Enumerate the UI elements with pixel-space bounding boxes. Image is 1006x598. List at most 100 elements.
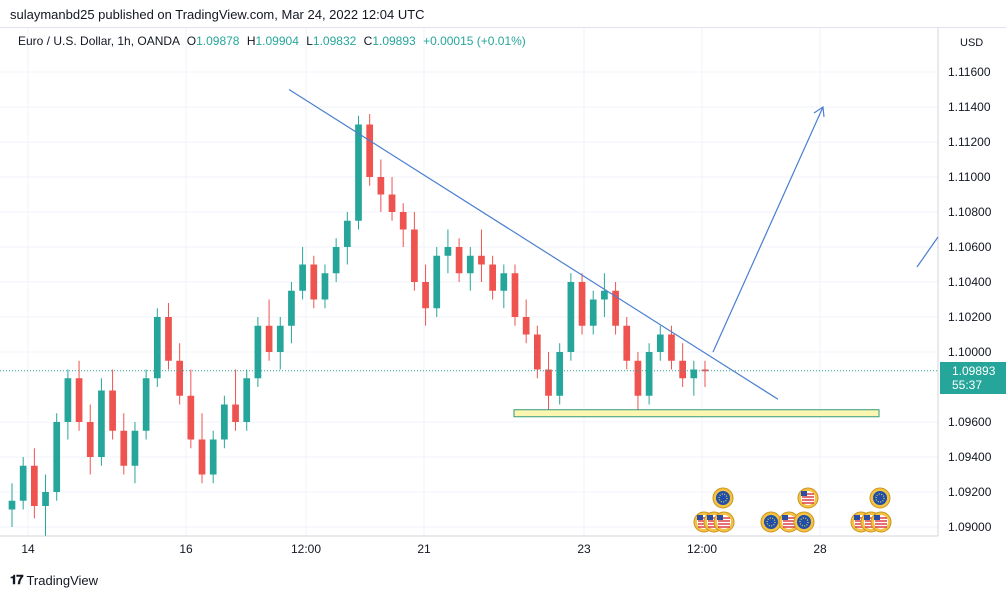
- eu-event-icon[interactable]: [793, 511, 815, 533]
- tradingview-logo-icon: 𝟏𝟕: [10, 572, 24, 587]
- price-tick-label: 1.09600: [948, 415, 992, 429]
- candle: [343, 212, 351, 265]
- candle: [478, 229, 485, 282]
- footer: 𝟏𝟕 TradingView: [10, 572, 98, 588]
- us-event-icon[interactable]: [713, 511, 735, 533]
- price-tick-label: 1.11000: [948, 170, 991, 184]
- candle: [176, 343, 184, 405]
- candle: [355, 115, 362, 230]
- candle: [612, 282, 619, 335]
- candle: [31, 448, 38, 519]
- time-tick-label: 28: [813, 542, 827, 556]
- candle: [86, 404, 94, 475]
- close-value: 1.09893: [372, 34, 416, 48]
- price-tick-label: 1.11200: [948, 135, 991, 149]
- candle: [8, 483, 16, 527]
- price-tick-label: 1.11400: [948, 100, 991, 114]
- price-axis[interactable]: USD 1.11600 1.11400 1.11200 1.11000 1.10800 1.…: [948, 37, 992, 534]
- projection-arrow[interactable]: [712, 105, 825, 353]
- price-tick-label: 1.09000: [948, 520, 992, 534]
- candle: [288, 282, 295, 344]
- candle: [377, 159, 385, 212]
- symbol-name: Euro / U.S. Dollar, 1h, OANDA: [18, 34, 180, 48]
- candle: [567, 273, 575, 361]
- candle: [53, 413, 61, 501]
- candle: [388, 177, 396, 221]
- candles: [8, 114, 709, 536]
- publisher-text: sulaymanbd25 published on TradingView.co…: [10, 7, 425, 22]
- candle: [656, 325, 664, 361]
- candle: [556, 343, 564, 405]
- low-value: 1.09832: [312, 34, 357, 48]
- candle: [299, 247, 306, 300]
- current-price: 1.09893: [952, 363, 996, 378]
- candle: [64, 369, 72, 440]
- descending-trendline[interactable]: [288, 88, 779, 400]
- candle: [254, 317, 262, 387]
- eu-event-icon[interactable]: [760, 511, 782, 533]
- brand-name: TradingView: [26, 572, 99, 588]
- time-tick-label: 23: [577, 542, 591, 556]
- candle: [142, 369, 150, 440]
- candle: [232, 369, 239, 431]
- price-tick-label: 1.09200: [948, 485, 992, 499]
- time-tick-label: 16: [179, 542, 193, 556]
- candle: [399, 203, 407, 247]
- candle: [131, 422, 139, 484]
- candle: [19, 457, 27, 510]
- us-event-icon[interactable]: [778, 511, 800, 533]
- publisher-bar: sulaymanbd25 published on TradingView.co…: [0, 0, 1006, 28]
- us-event-icon[interactable]: [797, 487, 819, 509]
- candle: [109, 369, 116, 440]
- candle: [209, 430, 217, 484]
- high-value: 1.09904: [255, 34, 299, 48]
- price-tick-label: 1.10200: [948, 310, 992, 324]
- candle: [422, 264, 429, 326]
- candle: [511, 264, 519, 326]
- candle: [411, 212, 418, 291]
- candle: [623, 317, 631, 370]
- candle: [120, 413, 128, 475]
- candle: [75, 360, 83, 431]
- eu-event-icon[interactable]: [869, 487, 891, 509]
- current-price-badge: 1.09893 55:37: [940, 361, 1006, 394]
- candle: [533, 325, 541, 379]
- open-value: 1.09878: [196, 34, 240, 48]
- candle: [321, 264, 329, 309]
- candle: [310, 255, 318, 309]
- candle: [153, 308, 161, 387]
- price-tick-label: 1.10400: [948, 275, 992, 289]
- price-tick-label: 1.10800: [948, 205, 992, 219]
- candle: [679, 343, 686, 387]
- gridlines: [0, 28, 938, 536]
- candle: [332, 238, 340, 282]
- us-event-icon[interactable]: [870, 511, 892, 533]
- time-axis[interactable]: 14 16 12:00 21 23 12:00 28: [21, 542, 827, 556]
- secondary-projection-line[interactable]: [916, 236, 939, 268]
- price-chart[interactable]: USD 1.11600 1.11400 1.11200 1.11000 1.10800 1.…: [0, 28, 1006, 562]
- candle: [522, 299, 530, 344]
- economic-events[interactable]: [693, 487, 892, 533]
- candle: [601, 273, 608, 317]
- candle: [444, 229, 452, 274]
- time-tick-label: 14: [21, 542, 35, 556]
- bar-countdown: 55:37: [952, 377, 983, 392]
- candle: [668, 325, 675, 370]
- eu-event-icon[interactable]: [712, 487, 734, 509]
- time-tick-label: 21: [417, 542, 431, 556]
- support-zone[interactable]: [513, 409, 880, 418]
- candle: [366, 114, 374, 186]
- candle: [690, 360, 698, 396]
- change-value: +0.00015 (+0.01%): [423, 34, 526, 48]
- price-tick-label: 1.10000: [948, 345, 992, 359]
- price-tick-label: 1.10600: [948, 240, 992, 254]
- candle: [578, 273, 586, 335]
- time-tick-label: 12:00: [291, 542, 321, 556]
- candle: [198, 413, 206, 484]
- chart-area[interactable]: USD 1.11600 1.11400 1.11200 1.11000 1.10800 1.…: [0, 28, 1006, 562]
- symbol-legend: Euro / U.S. Dollar, 1h, OANDA O1.09878 H…: [18, 34, 526, 48]
- currency-label: USD: [960, 37, 983, 49]
- candle: [500, 264, 508, 309]
- candle: [466, 247, 474, 291]
- candle: [276, 317, 284, 370]
